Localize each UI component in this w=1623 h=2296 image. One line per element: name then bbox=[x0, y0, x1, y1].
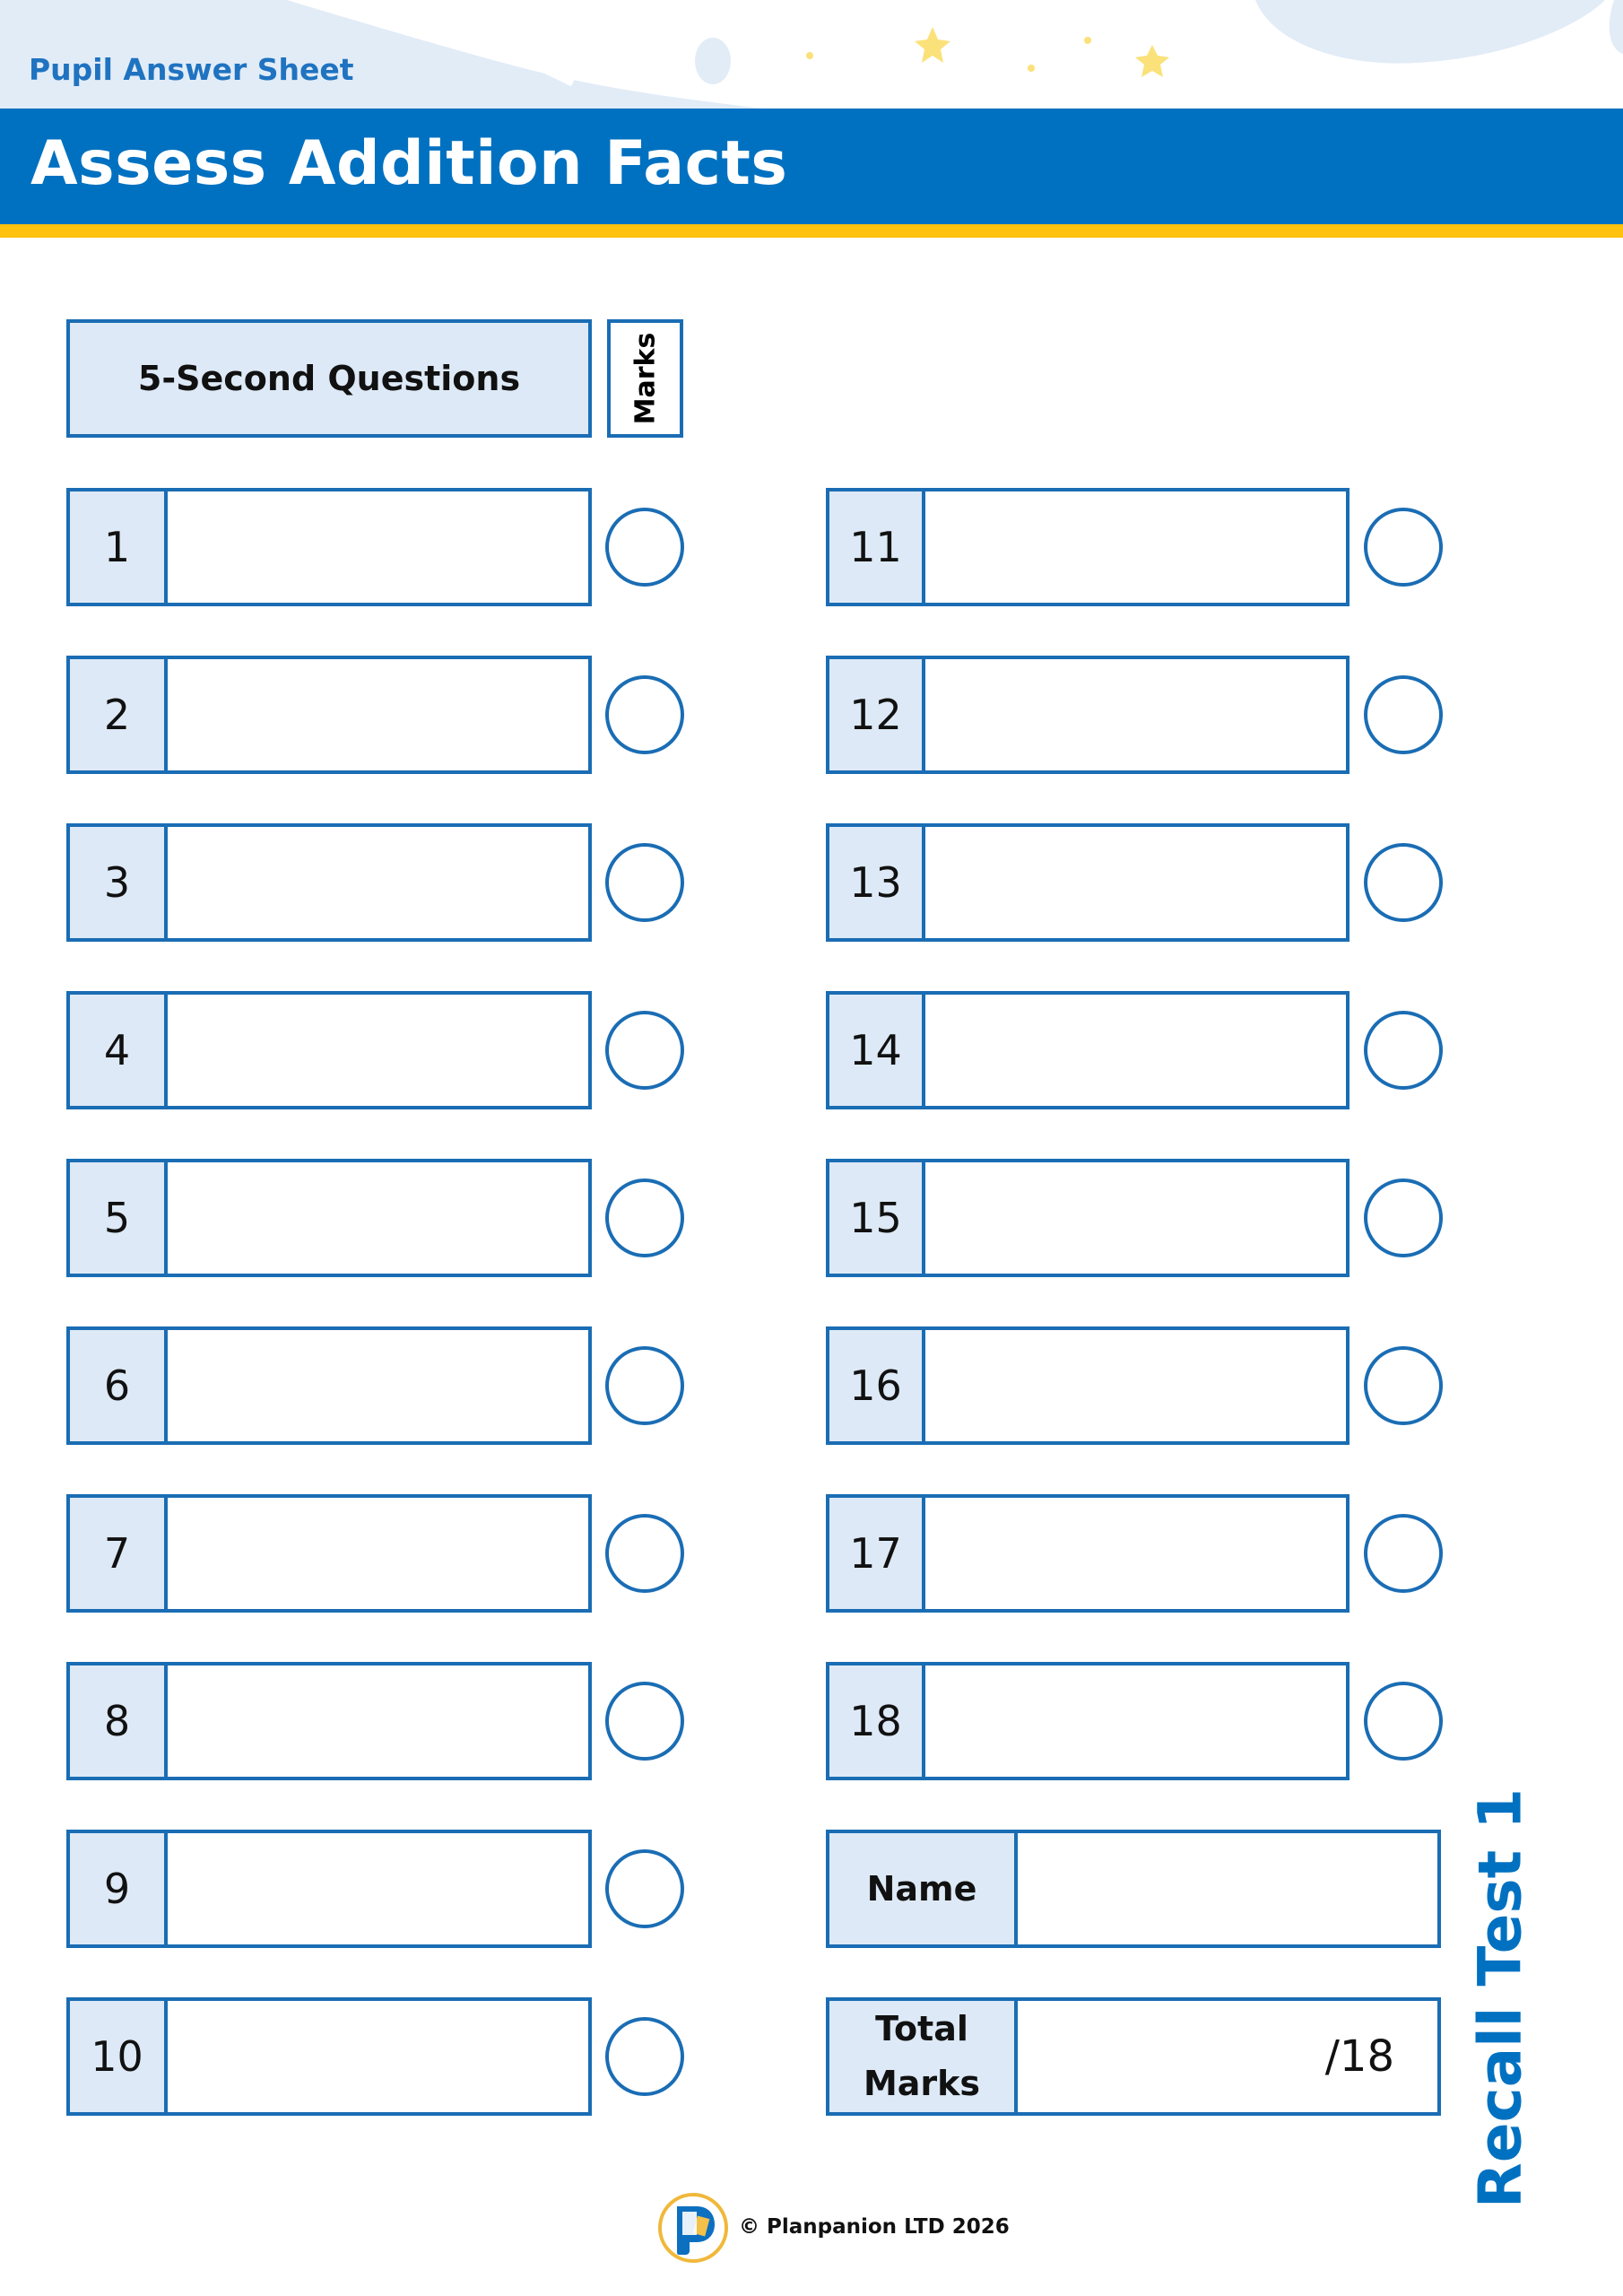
mark-circle[interactable] bbox=[605, 508, 684, 587]
question-row: 2 bbox=[66, 656, 592, 774]
question-row: 8 bbox=[66, 1662, 592, 1780]
mark-circle[interactable] bbox=[1364, 508, 1443, 587]
copyright: © Planpanion LTD 2026 bbox=[739, 2215, 1010, 2239]
question-number: 10 bbox=[70, 2001, 168, 2112]
page-title: Assess Addition Facts bbox=[30, 128, 788, 199]
question-number: 5 bbox=[70, 1162, 168, 1274]
question-row: 3 bbox=[66, 823, 592, 942]
mark-circle[interactable] bbox=[605, 1011, 684, 1090]
mark-circle[interactable] bbox=[1364, 1178, 1443, 1257]
question-row: 5 bbox=[66, 1159, 592, 1277]
question-number: 13 bbox=[829, 827, 925, 938]
answer-input[interactable] bbox=[168, 491, 588, 603]
mark-circle[interactable] bbox=[605, 2017, 684, 2096]
question-row: 6 bbox=[66, 1326, 592, 1445]
questions-header-label: 5-Second Questions bbox=[137, 359, 521, 398]
answer-input[interactable] bbox=[925, 1665, 1346, 1777]
marks-header: Marks bbox=[607, 319, 683, 438]
answer-input[interactable] bbox=[168, 1498, 588, 1609]
question-row: 16 bbox=[826, 1326, 1350, 1445]
marks-header-label: Marks bbox=[629, 332, 661, 425]
question-row: 17 bbox=[826, 1494, 1350, 1613]
name-input[interactable] bbox=[1018, 1833, 1437, 1944]
question-row: 13 bbox=[826, 823, 1350, 942]
question-row: 18 bbox=[826, 1662, 1350, 1780]
answer-input[interactable] bbox=[925, 659, 1346, 770]
mark-circle[interactable] bbox=[605, 1514, 684, 1593]
accent-stripe bbox=[0, 224, 1623, 238]
mark-circle[interactable] bbox=[1364, 675, 1443, 754]
question-row: 10 bbox=[66, 1997, 592, 2116]
question-number: 16 bbox=[829, 1330, 925, 1441]
question-number: 12 bbox=[829, 659, 925, 770]
question-number: 9 bbox=[70, 1833, 168, 1944]
answer-input[interactable] bbox=[168, 1833, 588, 1944]
total-label-line2: Marks bbox=[863, 2064, 981, 2103]
answer-input[interactable] bbox=[925, 1162, 1346, 1274]
question-row: 11 bbox=[826, 488, 1350, 606]
question-number: 7 bbox=[70, 1498, 168, 1609]
question-row: 1 bbox=[66, 488, 592, 606]
answer-input[interactable] bbox=[168, 827, 588, 938]
mark-circle[interactable] bbox=[1364, 1346, 1443, 1425]
mark-circle[interactable] bbox=[605, 675, 684, 754]
answer-input[interactable] bbox=[925, 1498, 1346, 1609]
mark-circle[interactable] bbox=[1364, 1011, 1443, 1090]
question-number: 15 bbox=[829, 1162, 925, 1274]
questions-header: 5-Second Questions bbox=[66, 319, 592, 438]
question-number: 3 bbox=[70, 827, 168, 938]
answer-input[interactable] bbox=[168, 1330, 588, 1441]
total-out-of: /18 bbox=[1324, 2031, 1394, 2082]
name-row: Name bbox=[826, 1830, 1441, 1948]
header-decoration bbox=[0, 0, 1623, 109]
name-label: Name bbox=[829, 1833, 1018, 1944]
mark-circle[interactable] bbox=[1364, 1682, 1443, 1761]
answer-input[interactable] bbox=[168, 2001, 588, 2112]
answer-input[interactable] bbox=[925, 995, 1346, 1106]
question-number: 8 bbox=[70, 1665, 168, 1777]
total-label-line1: Total bbox=[875, 2009, 968, 2049]
answer-input[interactable] bbox=[925, 1330, 1346, 1441]
sheet-subtitle: Pupil Answer Sheet bbox=[29, 52, 354, 87]
question-number: 18 bbox=[829, 1665, 925, 1777]
answer-input[interactable] bbox=[168, 995, 588, 1106]
answer-input[interactable] bbox=[168, 1162, 588, 1274]
total-marks-label: Total Marks bbox=[829, 2001, 1018, 2112]
question-number: 1 bbox=[70, 491, 168, 603]
title-band bbox=[0, 109, 1623, 225]
question-row: 14 bbox=[826, 991, 1350, 1109]
question-number: 6 bbox=[70, 1330, 168, 1441]
mark-circle[interactable] bbox=[605, 843, 684, 922]
mark-circle[interactable] bbox=[605, 1346, 684, 1425]
mark-circle[interactable] bbox=[1364, 1514, 1443, 1593]
question-row: 15 bbox=[826, 1159, 1350, 1277]
question-number: 2 bbox=[70, 659, 168, 770]
planpanion-logo-icon bbox=[658, 2193, 728, 2263]
answer-input[interactable] bbox=[925, 491, 1346, 603]
question-number: 4 bbox=[70, 995, 168, 1106]
mark-circle[interactable] bbox=[605, 1178, 684, 1257]
question-row: 7 bbox=[66, 1494, 592, 1613]
question-row: 12 bbox=[826, 656, 1350, 774]
answer-input[interactable] bbox=[168, 659, 588, 770]
answer-input[interactable] bbox=[168, 1665, 588, 1777]
question-number: 11 bbox=[829, 491, 925, 603]
question-number: 14 bbox=[829, 995, 925, 1106]
mark-circle[interactable] bbox=[605, 1682, 684, 1761]
question-number: 17 bbox=[829, 1498, 925, 1609]
recall-test-label: Recall Test 1 bbox=[1465, 1787, 1535, 2209]
mark-circle[interactable] bbox=[605, 1849, 684, 1928]
question-row: 4 bbox=[66, 991, 592, 1109]
answer-input[interactable] bbox=[925, 827, 1346, 938]
mark-circle[interactable] bbox=[1364, 843, 1443, 922]
total-marks-input[interactable]: /18 bbox=[1018, 2001, 1437, 2112]
question-row: 9 bbox=[66, 1830, 592, 1948]
total-marks-row: Total Marks /18 bbox=[826, 1997, 1441, 2116]
